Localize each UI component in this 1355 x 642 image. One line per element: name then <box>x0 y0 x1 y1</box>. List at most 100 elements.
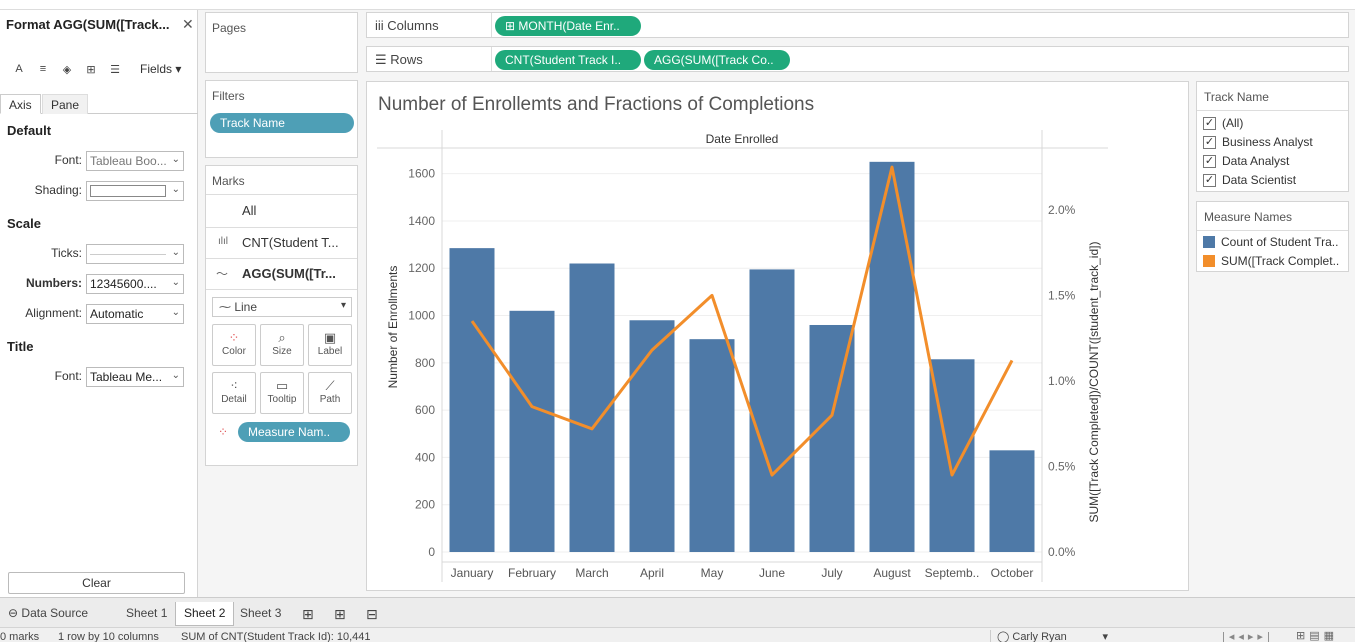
y2-axis-label: SUM([Track Completed])/COUNT([student_tr… <box>1087 242 1101 523</box>
numbers-select[interactable]: 12345600.... ⌄ <box>86 274 184 294</box>
new-story-icon[interactable]: ⊟ <box>366 606 378 622</box>
font-format-icon[interactable]: A <box>15 63 23 75</box>
filter-option-all[interactable]: ✓ (All) <box>1203 116 1243 130</box>
tab-sheet-2[interactable]: Sheet 2 <box>175 602 235 626</box>
detail-button[interactable]: ⁖ Detail <box>212 372 256 414</box>
chart-svg: Date Enrolled 0 200 400 600 800 1000 1200 1400 1… <box>377 130 1108 582</box>
tab-data-source[interactable]: ⊖ Data Source <box>0 602 96 626</box>
bar <box>869 161 915 552</box>
title-font-select[interactable]: Tableau Me... ⌄ <box>86 367 184 387</box>
alignment-format-icon[interactable]: ≡ <box>39 63 47 75</box>
column-header: Date Enrolled <box>706 132 779 146</box>
legend-item-sum[interactable]: SUM([Track Complet.. <box>1203 254 1348 268</box>
data-source-label: Data Source <box>21 606 89 620</box>
label-label: Label <box>317 346 343 357</box>
tab-axis[interactable]: Axis <box>0 94 41 114</box>
label-icon: ▣ <box>323 330 337 345</box>
columns-pill-month[interactable]: ⊞ MONTH(Date Enr.. <box>495 16 641 36</box>
tab-sheet-3[interactable]: Sheet 3 <box>240 606 282 620</box>
columns-text: Columns <box>387 18 439 33</box>
marks-cnt[interactable]: CNT(Student T... <box>242 235 339 250</box>
clear-button[interactable]: Clear <box>8 572 185 594</box>
y2-tick-label: 0.0% <box>1048 545 1076 559</box>
filters-shelf[interactable]: Filters Track Name <box>205 80 358 158</box>
y-tick-label: 1200 <box>408 261 435 275</box>
rows-shelf[interactable]: ☰ Rows CNT(Student Track I.. AGG(SUM([Tr… <box>366 46 1349 72</box>
numbers-value: 12345600.... <box>90 277 157 291</box>
checkbox-checked-icon[interactable]: ✓ <box>1203 135 1216 149</box>
font-select[interactable]: Tableau Boo... ⌄ <box>86 151 184 171</box>
filter-option-label: Business Analyst <box>1222 135 1313 149</box>
tab-pane[interactable]: Pane <box>42 94 89 114</box>
user-menu[interactable]: ◯ Carly Ryan ▾ <box>990 630 1112 642</box>
status-bar: 0 marks 1 row by 10 columns SUM of CNT(S… <box>0 627 1355 642</box>
view-mode-icons[interactable]: ⊞▤▦ <box>1296 630 1339 642</box>
legend-item-label: Count of Student Tra.. <box>1221 235 1339 249</box>
filter-pill-track-name[interactable]: Track Name <box>210 113 354 133</box>
bar <box>629 320 675 552</box>
marks-all[interactable]: All <box>242 203 257 218</box>
chart-title: Number of Enrollemts and Fractions of Co… <box>378 94 815 115</box>
legend-item-label: SUM([Track Complet.. <box>1221 254 1340 268</box>
detail-icon: ⁖ <box>230 378 238 393</box>
checkbox-checked-icon[interactable]: ✓ <box>1203 116 1216 130</box>
pages-shelf[interactable]: Pages <box>205 12 358 73</box>
columns-shelf[interactable]: iii Columns ⊞ MONTH(Date Enr.. <box>366 12 1349 38</box>
x-tick-label: October <box>991 566 1034 580</box>
new-dashboard-icon[interactable]: ⊞ <box>334 606 346 622</box>
checkbox-checked-icon[interactable]: ✓ <box>1203 173 1216 187</box>
tooltip-button[interactable]: ▭ Tooltip <box>260 372 304 414</box>
rows-pill-cnt[interactable]: CNT(Student Track I.. <box>495 50 641 70</box>
title-font-label: Font: <box>54 369 82 383</box>
alignment-select[interactable]: Automatic ⌄ <box>86 304 184 324</box>
shading-format-icon[interactable]: ◈ <box>62 63 72 76</box>
new-worksheet-icon[interactable]: ⊞ <box>302 606 314 622</box>
x-tick-label: July <box>821 566 842 580</box>
bar <box>449 248 495 552</box>
label-button[interactable]: ▣ Label <box>308 324 352 366</box>
lines-format-icon[interactable]: ☰ <box>110 63 120 76</box>
borders-format-icon[interactable]: ⊞ <box>86 63 96 76</box>
filter-option-data-scientist[interactable]: ✓ Data Scientist <box>1203 173 1296 187</box>
mark-type-select[interactable]: ⁓ Line ▾ <box>212 297 352 317</box>
close-icon[interactable]: ✕ <box>182 16 194 32</box>
filter-option-label: Data Scientist <box>1222 173 1297 187</box>
ticks-select[interactable]: ⌄ <box>86 244 184 264</box>
measure-names-legend-title: Measure Names <box>1204 210 1293 224</box>
format-toolbar: A ≡ ◈ ⊞ ☰ <box>12 62 122 76</box>
filter-option-business-analyst[interactable]: ✓ Business Analyst <box>1203 135 1313 149</box>
filter-option-data-analyst[interactable]: ✓ Data Analyst <box>1203 154 1289 168</box>
line-series <box>470 165 1014 477</box>
marks-agg[interactable]: AGG(SUM([Tr... <box>242 266 336 281</box>
y-tick-label: 200 <box>415 498 435 512</box>
path-button[interactable]: ⟋ Path <box>308 372 352 414</box>
checkbox-checked-icon[interactable]: ✓ <box>1203 154 1216 168</box>
chevron-down-icon: ⌄ <box>171 370 180 381</box>
pages-label: Pages <box>212 21 247 35</box>
fields-dropdown[interactable]: Fields ▾ <box>140 62 182 76</box>
legend-item-count[interactable]: Count of Student Tra.. <box>1203 235 1348 249</box>
shading-select[interactable]: ⌄ <box>86 181 184 201</box>
y-tick-label: 1400 <box>408 214 435 228</box>
sheet-nav-icons[interactable]: |◂◂▸▸| <box>1222 631 1274 642</box>
tab-sheet-1[interactable]: Sheet 1 <box>126 606 168 620</box>
size-button[interactable]: ⌕ Size <box>260 324 304 366</box>
bar <box>749 269 795 552</box>
color-button[interactable]: ⁘ Color <box>212 324 256 366</box>
status-marks: 0 marks <box>0 631 40 642</box>
numbers-label: Numbers: <box>25 276 82 290</box>
format-pane: Format AGG(SUM([Track... ✕ A ≡ ◈ ⊞ ☰ Fie… <box>0 10 198 597</box>
x-tick-label: January <box>451 566 494 580</box>
x-tick-label: May <box>701 566 724 580</box>
measure-names-pill[interactable]: Measure Nam.. <box>238 422 350 442</box>
rows-pill-agg[interactable]: AGG(SUM([Track Co.. <box>644 50 790 70</box>
chevron-down-icon: ⌄ <box>171 307 180 318</box>
y2-tick-label: 0.5% <box>1048 459 1076 473</box>
chevron-down-icon: ⌄ <box>171 247 180 258</box>
title-section-title: Title <box>7 339 34 354</box>
color-icon: ⁘ <box>228 330 240 345</box>
tooltip-label: Tooltip <box>267 394 297 405</box>
filter-option-label: Data Analyst <box>1222 154 1290 168</box>
ticks-label: Ticks: <box>51 246 82 260</box>
divider <box>206 258 357 259</box>
